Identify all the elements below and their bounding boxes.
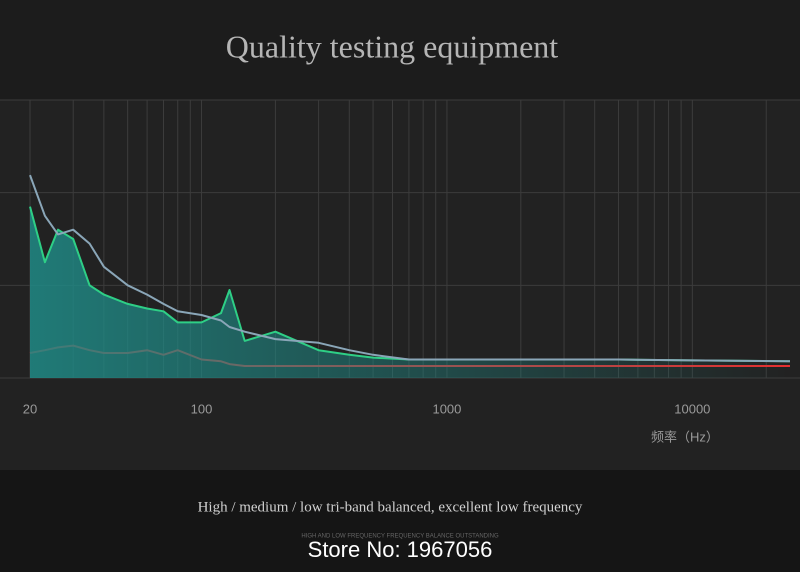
caption: High / medium / low tri-band balanced, e… <box>198 499 583 515</box>
footer-band <box>0 470 800 572</box>
chart-title: Quality testing equipment <box>226 28 559 64</box>
series-line <box>29 174 791 363</box>
x-tick-label: 20 <box>23 401 37 416</box>
store-number: Store No: 1967056 <box>308 537 493 562</box>
x-tick-label: 1000 <box>432 401 461 416</box>
subcaption: HIGH AND LOW FREQUENCY FREQUENCY BALANCE… <box>301 534 499 540</box>
x-tick-label: 10000 <box>674 401 710 416</box>
area <box>30 206 790 378</box>
x-tick-label: 100 <box>191 401 213 416</box>
x-axis-label: 频率（Hz） <box>651 429 719 444</box>
